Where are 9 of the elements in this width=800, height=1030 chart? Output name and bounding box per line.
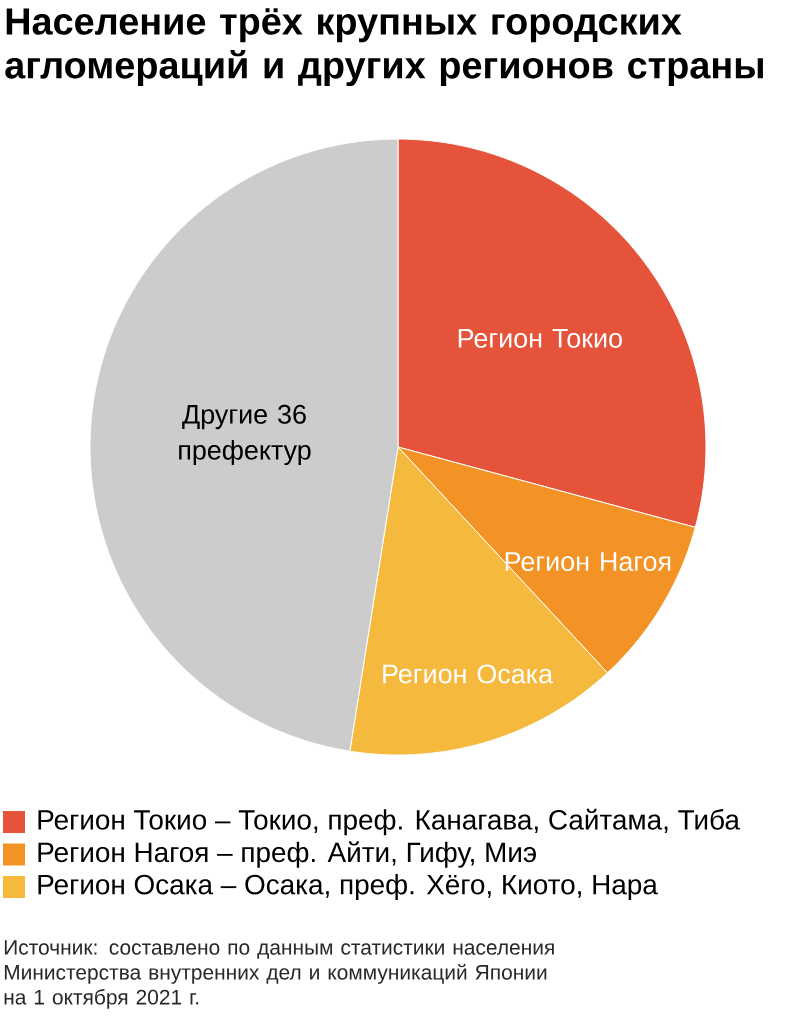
slice-label: Другие 36 префектур — [179, 404, 311, 466]
slice-label: Регион Осака — [383, 664, 554, 684]
slice-label: Регион Нагоя — [505, 552, 671, 572]
text: Регион Нагоя – преф. Айти, Гифу, Миэ — [38, 841, 536, 868]
text: Регион Осака – Осака, преф. Хёго, Киото, Нара — [38, 874, 658, 900]
text: Источник: составлено по данным статистики населения Министерства внутренних дел и коммуникаций Японии на 1 октября 2021 г. — [4, 940, 554, 1009]
slice-label: Регион Токио — [458, 329, 622, 348]
chart-title: Население трёх крупных городских агломераций и других регионов страны — [5, 8, 763, 87]
text: Регион Токио – Токио, преф. Канагава, Сайтама, Тиба — [38, 808, 740, 836]
